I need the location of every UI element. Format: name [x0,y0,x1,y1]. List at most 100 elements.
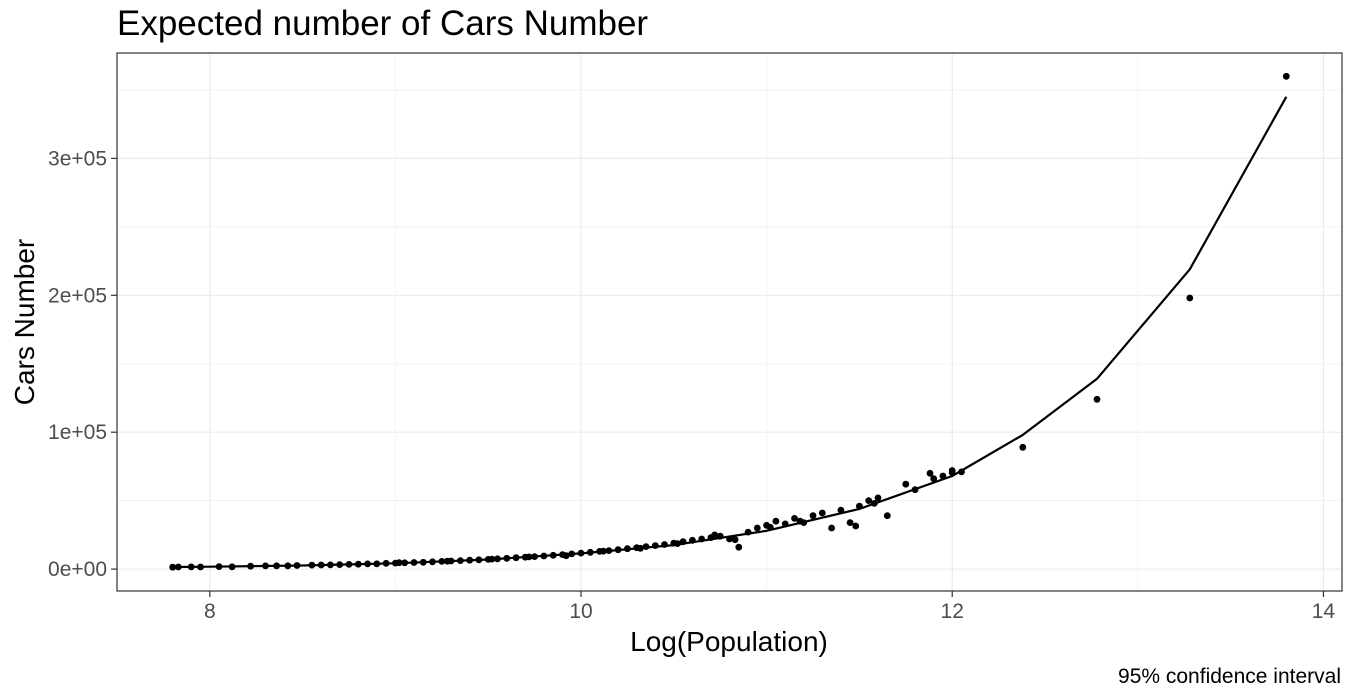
y-tick-label: 0e+00 [48,558,107,581]
x-tick-label: 8 [204,600,216,623]
chart-title: Expected number of Cars Number [117,4,649,43]
data-point [837,506,845,514]
y-tick-label: 2e+05 [48,284,107,307]
data-point [781,520,789,528]
data-point [828,524,835,532]
data-point [852,522,860,530]
data-point [716,532,724,540]
data-point [958,468,965,476]
data-point [948,469,956,476]
data-point [791,515,798,522]
data-point [744,528,752,536]
data-point [293,562,301,569]
data-point [525,553,533,561]
data-point [731,536,739,544]
data-point [735,543,743,551]
data-point [562,552,570,560]
data-point [661,541,668,548]
data-point [624,545,631,553]
data-point [766,523,774,531]
data-point [466,556,474,564]
x-axis-title: Log(Population) [630,626,828,657]
data-point [494,555,501,563]
data-point [674,540,681,547]
data-point [605,547,613,554]
data-point [856,502,863,510]
data-point [599,547,607,555]
data-point [317,561,325,569]
y-axis-title: Cars Number [9,239,40,405]
data-point [401,559,409,567]
data-point [174,563,182,571]
data-point [308,561,316,569]
fitted-curve [172,96,1288,569]
data-point [711,531,719,539]
data-point [410,559,418,566]
data-point [429,558,436,566]
data-point [637,544,644,552]
data-point [395,559,403,567]
data-point [930,475,938,483]
data-point [902,480,910,488]
data-point [540,552,548,560]
data-point [726,535,733,543]
data-point [228,563,236,571]
data-point [382,559,390,567]
data-point [689,536,696,544]
chart-caption: 95% confidence interval [1118,665,1341,688]
data-point [753,524,761,532]
grid-lines [117,53,1342,591]
data-point [911,486,919,494]
data-point [247,562,255,570]
data-point [327,561,334,569]
data-point [444,557,451,565]
data-point [870,500,878,507]
data-point [809,512,817,520]
data-point [846,519,854,526]
data-point [874,494,882,502]
data-point [512,554,520,562]
x-tick-label: 12 [941,600,964,623]
data-point [262,562,269,570]
x-tick-label: 14 [1312,600,1336,623]
data-point [354,560,362,568]
data-point [549,551,557,559]
data-point [568,550,576,558]
data-point [1186,294,1194,302]
data-point [215,563,223,570]
data-point [1093,395,1101,403]
data-point [364,560,371,568]
data-point [187,563,195,571]
data-point [284,562,292,570]
y-tick-label: 1e+05 [48,421,107,444]
data-point [1282,72,1290,80]
data-point [169,563,177,571]
data-point [614,546,622,554]
data-point [273,562,280,570]
data-point [475,556,483,564]
data-point [531,553,538,560]
panel-border [116,52,1343,592]
data-point [698,535,706,543]
y-tick-label: 3e+05 [48,147,107,170]
data-point [679,538,687,546]
data-point [345,561,353,568]
data-point [577,549,585,557]
data-point [1019,443,1027,451]
data-point [642,543,650,550]
x-tick-label: 10 [569,600,592,623]
data-point [373,560,381,568]
fitted-curve-layer [172,96,1288,569]
data-point [939,472,947,480]
data-point [772,517,780,525]
data-point [336,561,344,568]
data-point [926,469,934,477]
data-point [651,542,659,549]
data-point [865,497,873,504]
data-point [419,558,427,566]
data-point [488,555,496,563]
data-point [586,548,594,556]
axis-ticks: 8 10 12 14 0e+00 1e+05 2e+05 3e+05 [48,147,1335,623]
data-point [818,509,826,517]
